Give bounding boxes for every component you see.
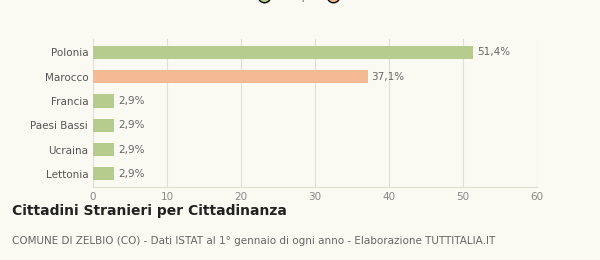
Text: 2,9%: 2,9% — [118, 169, 145, 179]
Text: 37,1%: 37,1% — [371, 72, 404, 82]
Text: 2,9%: 2,9% — [118, 145, 145, 154]
Bar — [93, 46, 473, 59]
Text: 51,4%: 51,4% — [477, 47, 510, 57]
Legend: Europa, Africa: Europa, Africa — [250, 0, 380, 6]
Text: Cittadini Stranieri per Cittadinanza: Cittadini Stranieri per Cittadinanza — [12, 204, 287, 218]
Bar — [93, 167, 115, 180]
Text: COMUNE DI ZELBIO (CO) - Dati ISTAT al 1° gennaio di ogni anno - Elaborazione TUT: COMUNE DI ZELBIO (CO) - Dati ISTAT al 1°… — [12, 236, 495, 246]
Bar — [93, 94, 115, 108]
Text: 2,9%: 2,9% — [118, 96, 145, 106]
Bar — [93, 70, 368, 83]
Text: 2,9%: 2,9% — [118, 120, 145, 130]
Bar — [93, 119, 115, 132]
Bar — [93, 143, 115, 156]
